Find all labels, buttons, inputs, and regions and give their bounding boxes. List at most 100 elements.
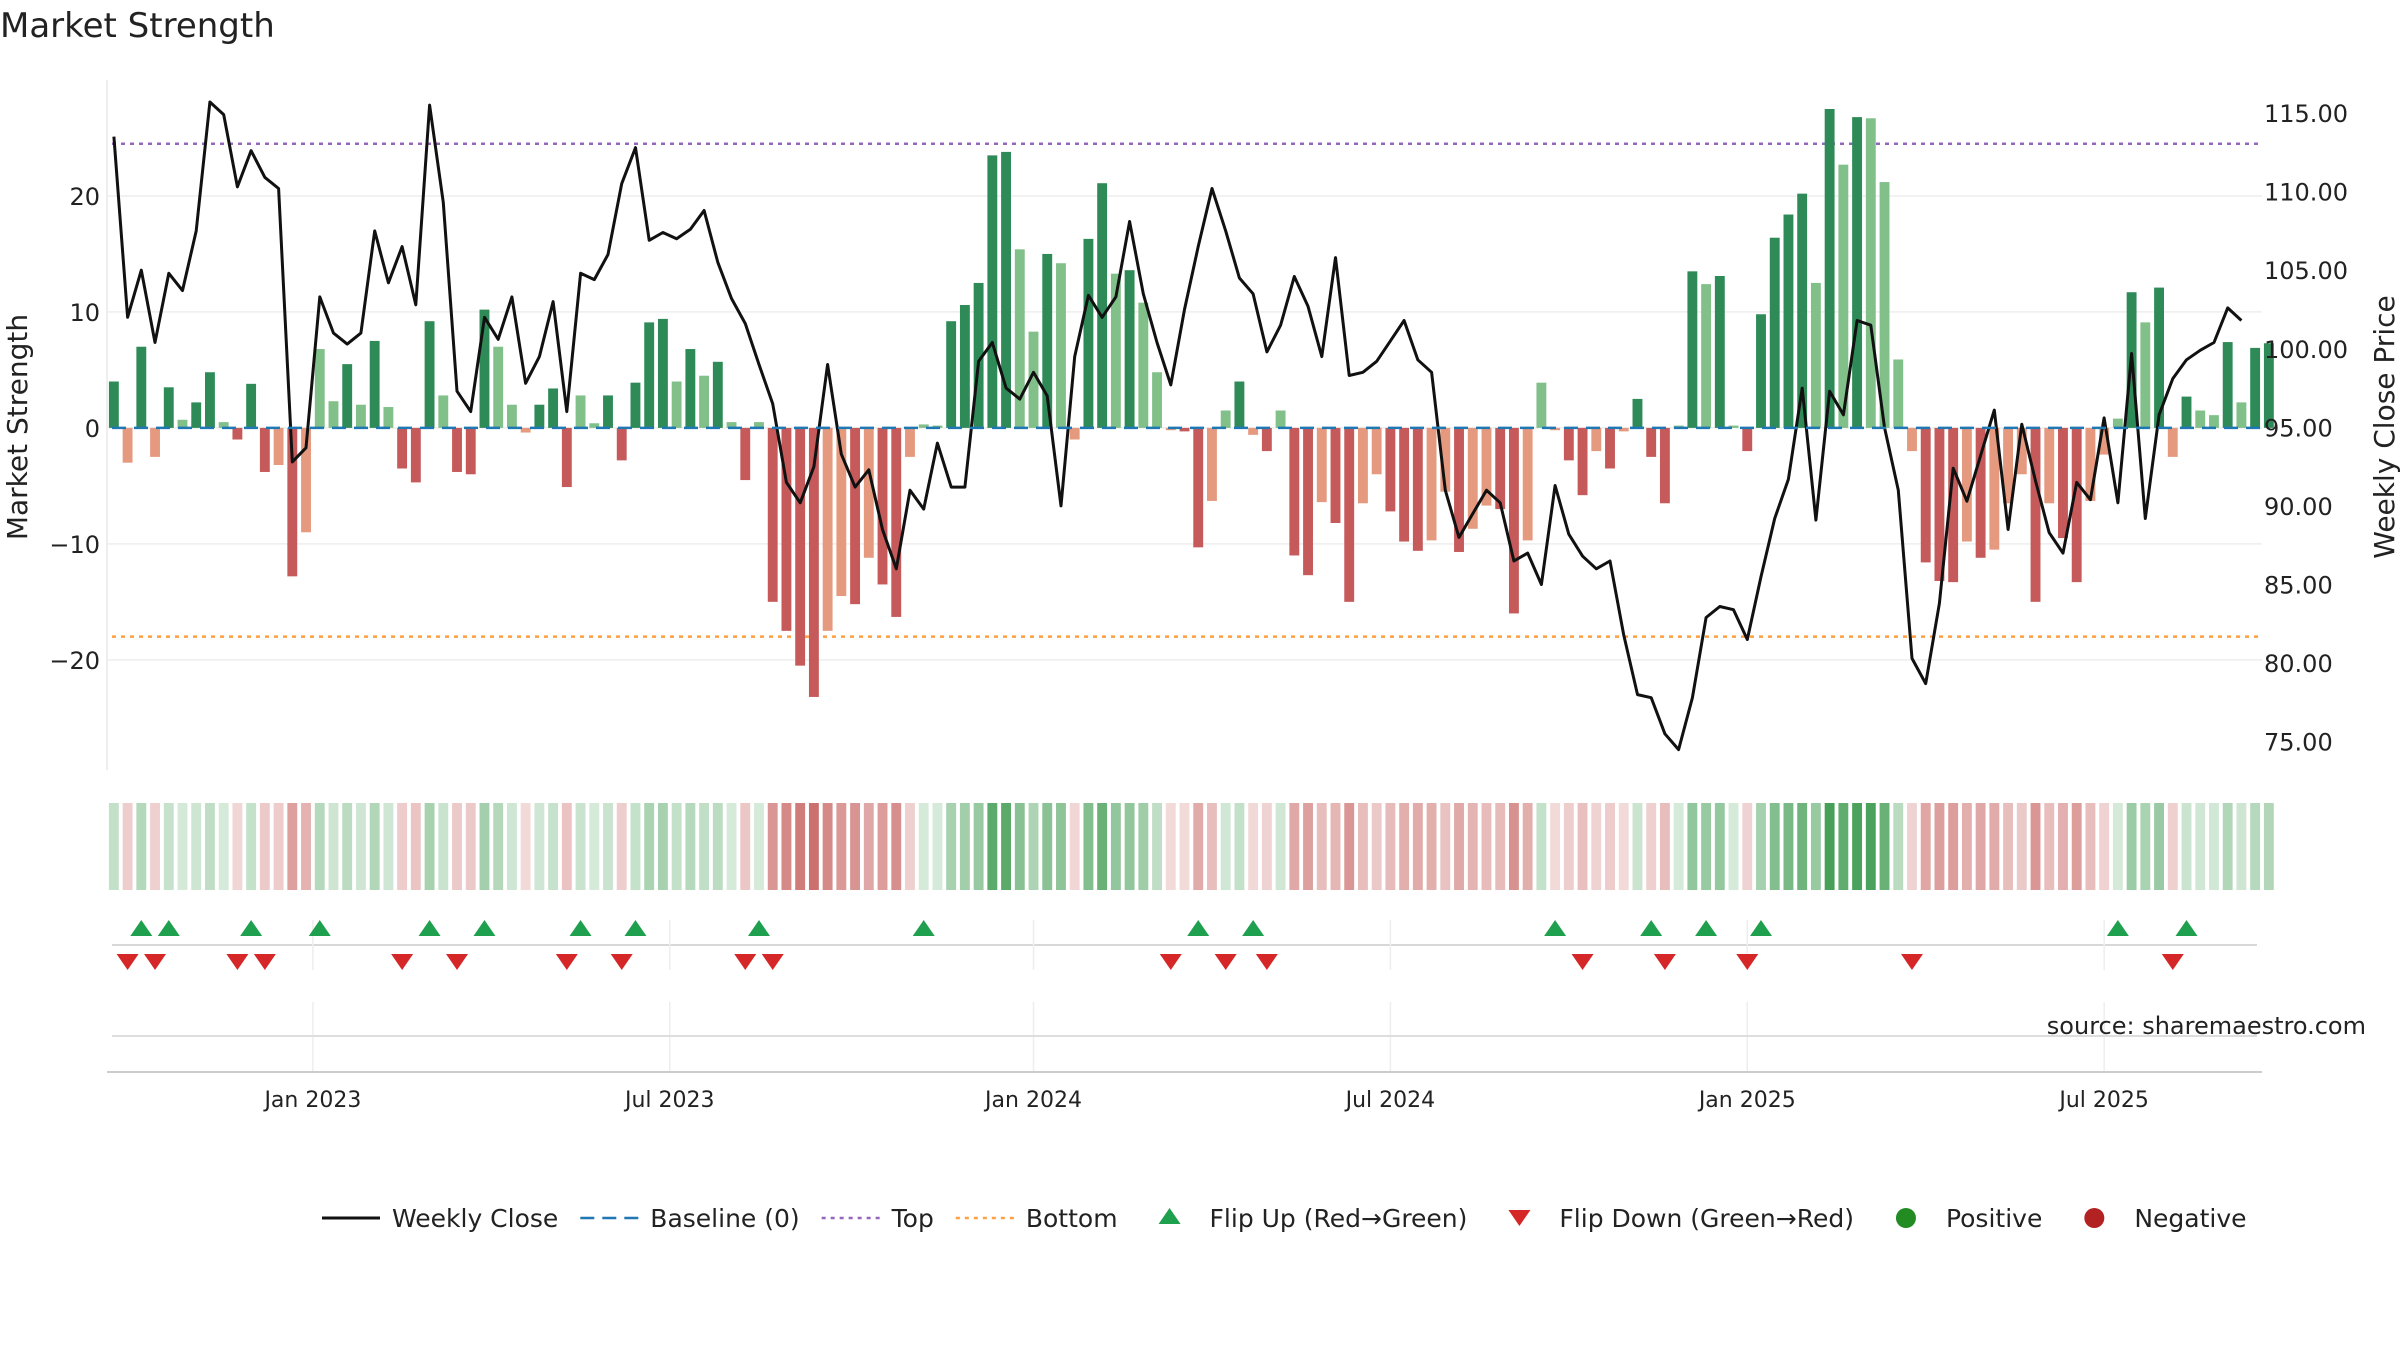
strength-bar xyxy=(959,304,970,428)
strength-bar xyxy=(863,427,874,558)
heat-cell xyxy=(2222,803,2233,890)
strength-bar xyxy=(1481,427,1492,506)
legend-label: Flip Down (Green→Red) xyxy=(1559,1204,1854,1233)
strength-bar xyxy=(2003,427,2014,504)
heat-cell xyxy=(2263,803,2274,890)
strength-bar xyxy=(1371,427,1382,475)
strength-bar xyxy=(1001,151,1012,428)
heat-cell xyxy=(1659,803,1670,890)
heat-cell xyxy=(2236,803,2247,890)
flip-down-marker xyxy=(2161,954,2184,970)
heat-cell xyxy=(534,803,545,890)
strength-bar xyxy=(1769,237,1780,428)
heat-cell xyxy=(273,803,284,890)
heat-cell xyxy=(1948,803,1959,890)
legend-label: Negative xyxy=(2134,1204,2246,1233)
strength-bar xyxy=(2250,347,2261,428)
heat-cell xyxy=(259,803,270,890)
heat-cell xyxy=(685,803,696,890)
heat-cell xyxy=(1701,803,1712,890)
heat-cell xyxy=(1042,803,1053,890)
heat-cell xyxy=(2058,803,2068,890)
strength-bar xyxy=(1797,193,1808,428)
right-tick-label: 80.00 xyxy=(2264,650,2333,678)
heat-cell xyxy=(1193,803,1204,890)
heat-cell xyxy=(1975,803,1986,890)
strength-bar xyxy=(232,427,243,440)
legend-item: Weekly Close xyxy=(322,1204,558,1233)
strength-bar xyxy=(2044,427,2055,504)
heat-cell xyxy=(1907,803,1917,890)
legend-label: Top xyxy=(891,1204,934,1233)
strength-bar xyxy=(1659,427,1670,504)
heat-cell xyxy=(1275,803,1286,890)
heat-cell xyxy=(822,803,833,890)
heat-cell xyxy=(493,803,504,890)
strength-bar xyxy=(369,340,380,428)
chart-legend: Weekly Close Baseline (0) Top Bottom Flip Up… xyxy=(322,1204,2247,1233)
x-tick-label: Jan 2025 xyxy=(1697,1088,1796,1113)
strength-bar xyxy=(246,383,257,428)
heat-cell xyxy=(1687,803,1698,890)
strength-bar xyxy=(1083,238,1094,428)
legend-item: Positive xyxy=(1895,1204,2042,1233)
x-tick-label: Jul 2023 xyxy=(623,1088,715,1113)
heat-cell xyxy=(328,803,339,890)
strength-bar xyxy=(1742,427,1753,452)
strength-bar xyxy=(630,382,641,428)
strength-bar xyxy=(836,427,847,597)
left-tick-label: 10 xyxy=(69,299,100,327)
strength-bar xyxy=(822,427,833,631)
legend-label: Bottom xyxy=(1026,1204,1118,1233)
strength-bar xyxy=(2085,427,2096,501)
strength-bar xyxy=(1783,214,1794,428)
strength-bar xyxy=(465,427,476,475)
strength-bar xyxy=(603,395,613,428)
strength-bar xyxy=(493,346,504,428)
strength-bar xyxy=(479,309,490,428)
heat-cell xyxy=(383,803,394,890)
flip-up-marker xyxy=(130,920,153,936)
heat-cell xyxy=(973,803,984,890)
heat-cell xyxy=(1001,803,1012,890)
heat-cell xyxy=(740,803,751,890)
strength-bar xyxy=(1220,410,1231,428)
heat-cell xyxy=(1261,803,1272,890)
strength-bar xyxy=(1289,427,1300,556)
heat-cell xyxy=(1481,803,1492,890)
flip-down-marker xyxy=(1214,954,1237,970)
legend-circle-icon xyxy=(2084,1208,2105,1228)
heat-cell xyxy=(918,803,929,890)
strength-bar xyxy=(1179,427,1190,432)
strength-bar xyxy=(1440,427,1451,492)
right-tick-label: 95.00 xyxy=(2264,414,2333,442)
strength-bar xyxy=(1563,427,1574,461)
heat-cell xyxy=(1467,803,1478,890)
strength-bar xyxy=(218,422,229,428)
right-axis-label: Weekly Close Price xyxy=(2368,295,2400,558)
flip-down-marker xyxy=(1159,954,1182,970)
strength-bar xyxy=(1756,314,1766,428)
strength-bar xyxy=(1907,427,1917,452)
flip-up-marker xyxy=(1749,920,1772,936)
strength-bar xyxy=(122,427,133,463)
strength-bar xyxy=(1248,427,1259,435)
flip-down-marker xyxy=(116,954,139,970)
heat-cell xyxy=(1440,803,1451,890)
heat-cell xyxy=(1330,803,1341,890)
heat-cell xyxy=(1989,803,2000,890)
x-tick-label: Jan 2024 xyxy=(983,1088,1082,1113)
flip-up-marker xyxy=(2106,920,2129,936)
heat-cell xyxy=(1014,803,1025,890)
flip-down-marker xyxy=(1653,954,1676,970)
heat-cell xyxy=(163,803,174,890)
strength-bar xyxy=(1701,284,1712,428)
strength-bar xyxy=(438,395,449,428)
strength-bar xyxy=(2140,322,2151,428)
flip-up-marker xyxy=(1544,920,1567,936)
strength-bar xyxy=(163,387,174,428)
flip-up-marker xyxy=(1242,920,1265,936)
flip-up-marker xyxy=(473,920,496,936)
strength-bar xyxy=(1893,359,1904,428)
left-tick-label: 20 xyxy=(69,183,100,211)
